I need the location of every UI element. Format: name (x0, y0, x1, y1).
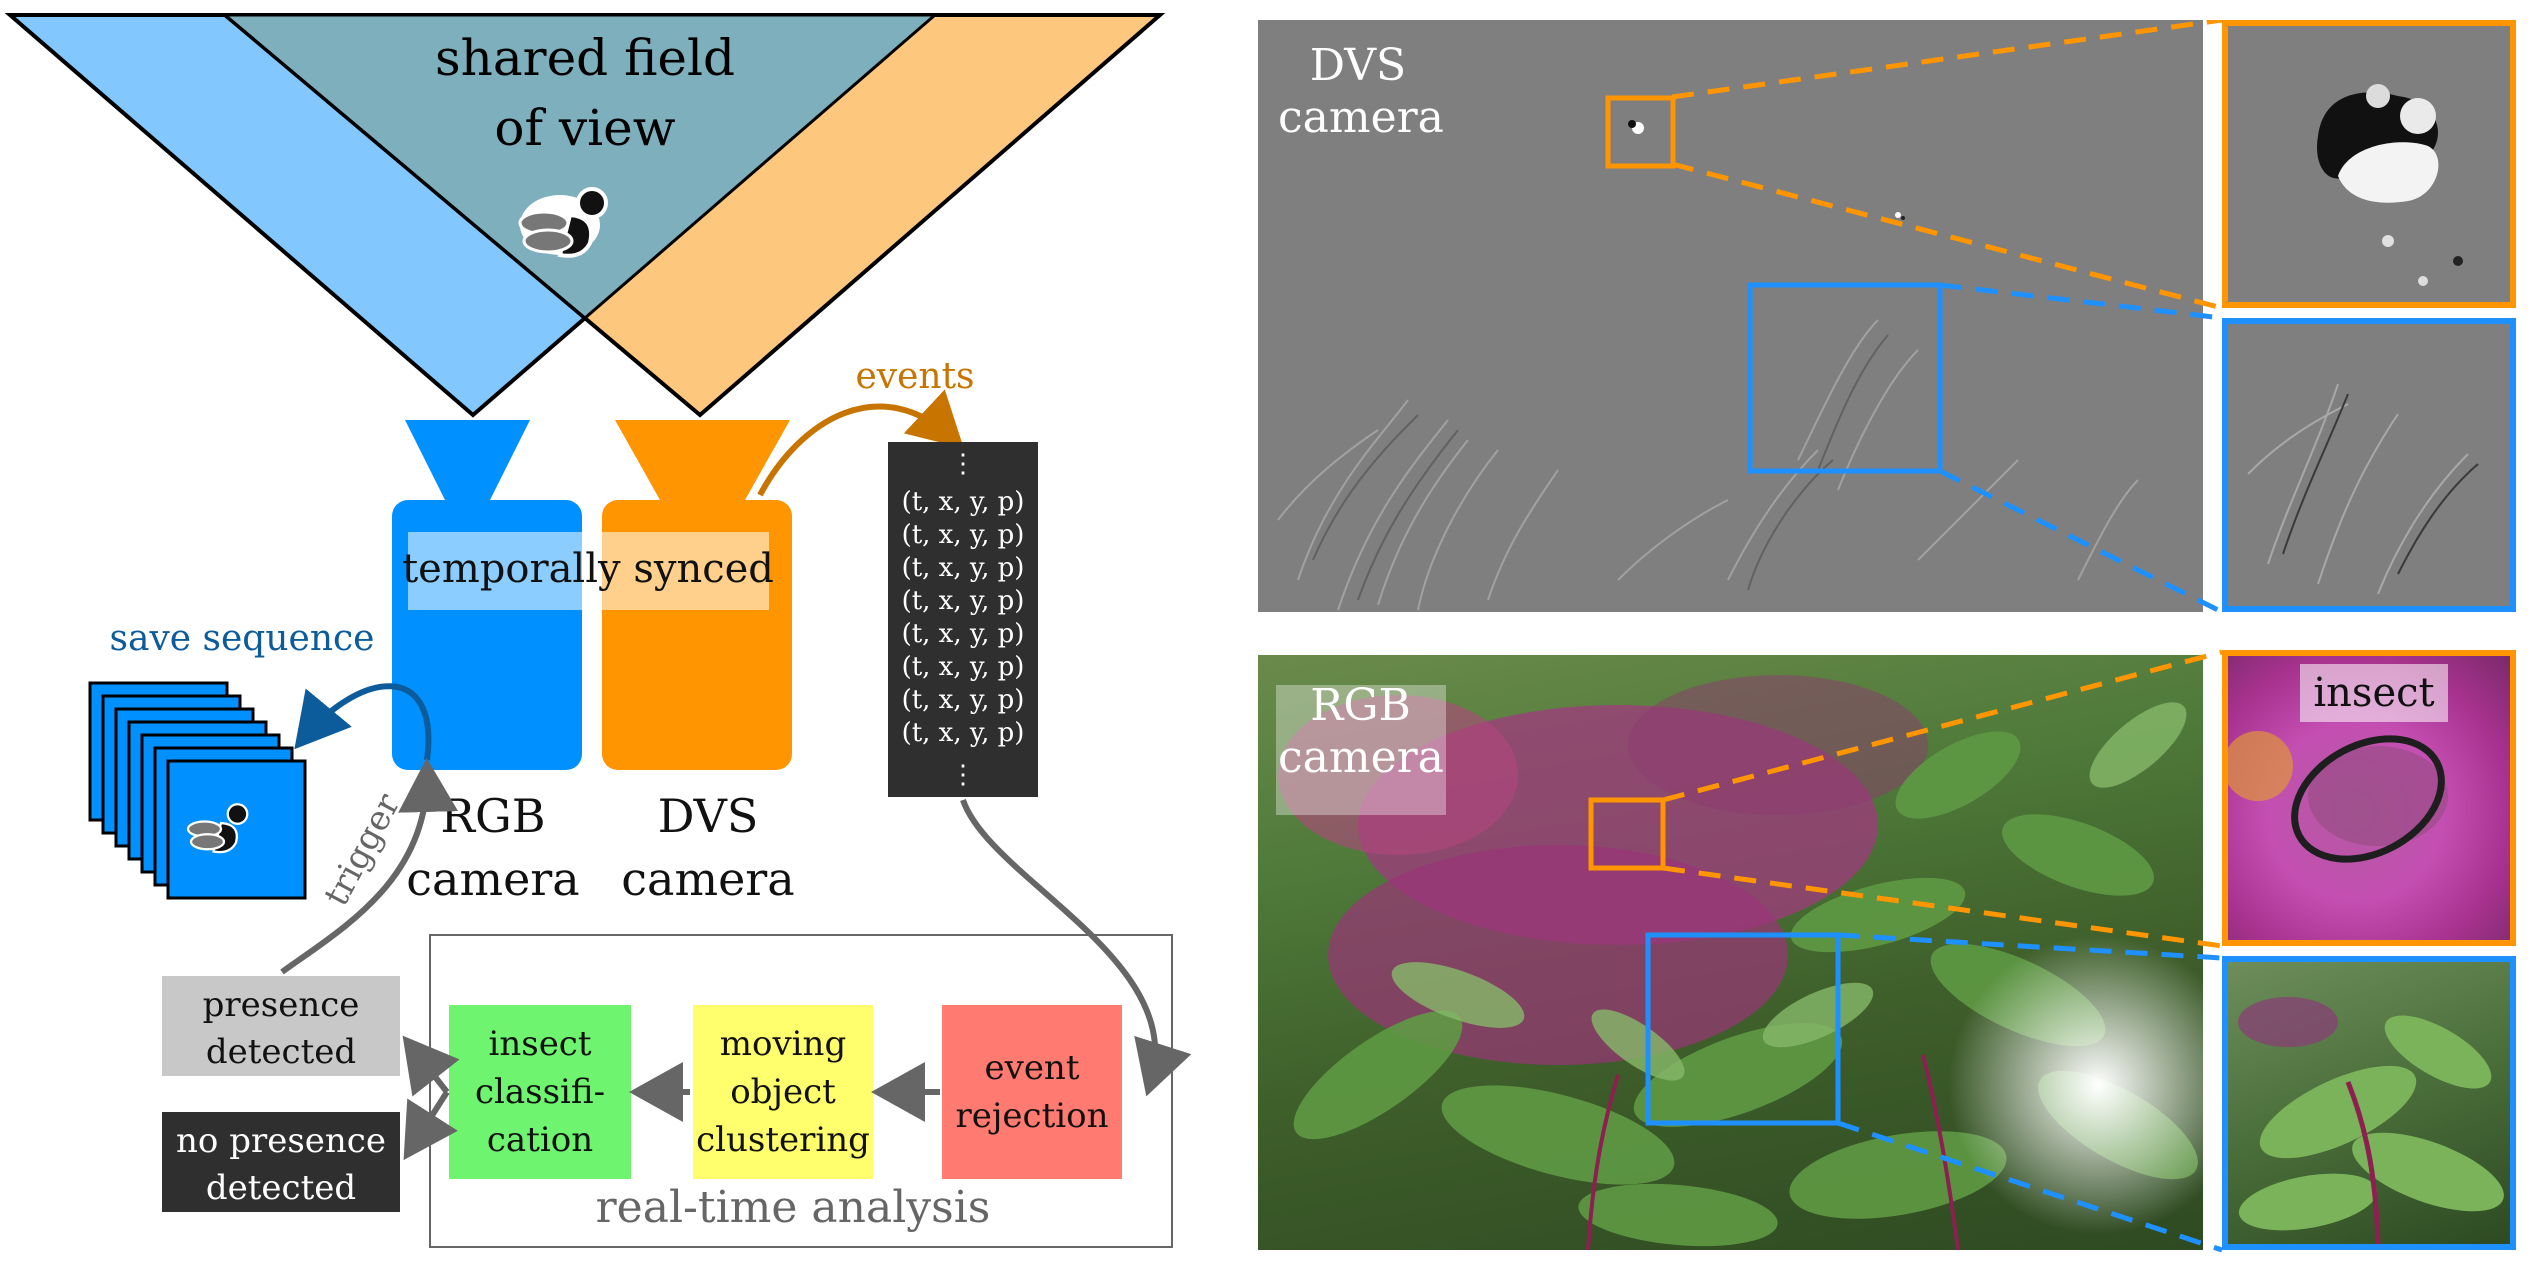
dvs-panel-label-line1: DVS (1309, 40, 1407, 91)
trigger-arrow (280, 758, 459, 975)
dvs-connector-lines (1671, 20, 2224, 615)
save-sequence-label: save sequence (110, 618, 375, 659)
object-clustering-box (693, 1005, 873, 1179)
event-row: (t, x, y, p) (902, 718, 1025, 748)
dvs-panel-label: DVS camera (1278, 40, 1444, 144)
events-label: events (855, 356, 974, 397)
events-arrow (757, 389, 964, 497)
rgb-panel-label-line2: camera (1278, 731, 1444, 783)
rgb-panel-label-line1: RGB (1310, 680, 1411, 731)
event-rejection-box (942, 1005, 1122, 1179)
dvs-panel-label-line2: camera (1278, 91, 1444, 143)
rgb-insect-zoom: insect (2222, 650, 2516, 946)
frame-insect-icon (186, 803, 249, 854)
presence-label-line1: presence (203, 985, 360, 1025)
dvs-plant-highlight (1747, 282, 1943, 474)
rgb-plant-zoom (2222, 956, 2516, 1250)
insect-label: insect (2313, 670, 2435, 716)
insect-icon (518, 187, 608, 258)
classification-line3: cation (487, 1120, 593, 1160)
fov-title-line2: of view (494, 99, 675, 157)
events-to-rejection-arrow (960, 799, 1192, 1097)
event-row: (t, x, y, p) (902, 652, 1025, 682)
rgb-camera-label-line2: camera (406, 852, 579, 906)
clustering-line2: object (730, 1072, 836, 1112)
event-row: (t, x, y, p) (902, 619, 1025, 649)
event-stream-dots-top: ⋮ (950, 449, 976, 479)
presence-label-line2: detected (206, 1032, 356, 1072)
rgb-frame-image: RGB camera (1258, 655, 2203, 1250)
presence-detected-box (162, 976, 400, 1076)
shared-field-of-view (220, 13, 940, 320)
classification-line1: insect (488, 1024, 591, 1064)
event-row: (t, x, y, p) (902, 586, 1025, 616)
dvs-frame-image: DVS camera (1258, 20, 2203, 612)
fov-title-line1: shared field (435, 29, 735, 87)
dvs-camera-label-line2: camera (621, 852, 794, 906)
rejection-line2: rejection (956, 1096, 1109, 1136)
clustering-line1: moving (720, 1024, 846, 1064)
event-row: (t, x, y, p) (902, 685, 1025, 715)
trigger-label: trigger (316, 787, 408, 913)
rgb-panel-label-bg (1276, 685, 1446, 815)
rgb-panel-label: RGB camera (1278, 680, 1444, 784)
save-arrow (294, 683, 432, 761)
sync-label: temporally synced (402, 546, 774, 592)
dvs-camera-label-line1: DVS (658, 789, 759, 843)
dvs-insect-blob (1628, 120, 1644, 134)
sync-label-box (408, 532, 769, 610)
no-presence-label-line2: detected (206, 1168, 356, 1208)
event-row: (t, x, y, p) (902, 487, 1025, 517)
system-diagram: shared field of view temporally synced e… (4, 13, 1192, 1248)
real-time-analysis-label: real-time analysis (596, 1182, 991, 1233)
dvs-plant-zoom (2222, 318, 2516, 612)
rgb-camera-label-line1: RGB (440, 789, 545, 843)
insect-ellipse (2291, 735, 2445, 863)
insect-classification-box (449, 1005, 631, 1179)
clustering-line3: clustering (696, 1120, 870, 1160)
insect-label-bg (2300, 664, 2448, 722)
no-presence-label-line1: no presence (176, 1121, 386, 1161)
classification-to-presence-arrow (402, 1035, 460, 1097)
saved-sequence-stack (88, 681, 307, 900)
event-row: (t, x, y, p) (902, 520, 1025, 550)
event-stream-dots-bottom: ⋮ (950, 760, 976, 790)
rgb-plant-highlight (1645, 932, 1841, 1126)
rgb-insect-highlight (1588, 797, 1666, 871)
event-row: (t, x, y, p) (902, 553, 1025, 583)
no-presence-detected-box (162, 1112, 400, 1212)
event-stream: ⋮ (t, x, y, p) (t, x, y, p) (t, x, y, p)… (888, 442, 1038, 797)
dvs-insect-highlight (1605, 95, 1676, 169)
rejection-line1: event (984, 1048, 1079, 1088)
classification-to-no-presence-arrow (403, 1090, 458, 1161)
dvs-insect-zoom (2222, 20, 2516, 308)
classification-line2: classifi- (475, 1072, 605, 1112)
rgb-connector-lines (1662, 649, 2223, 1253)
